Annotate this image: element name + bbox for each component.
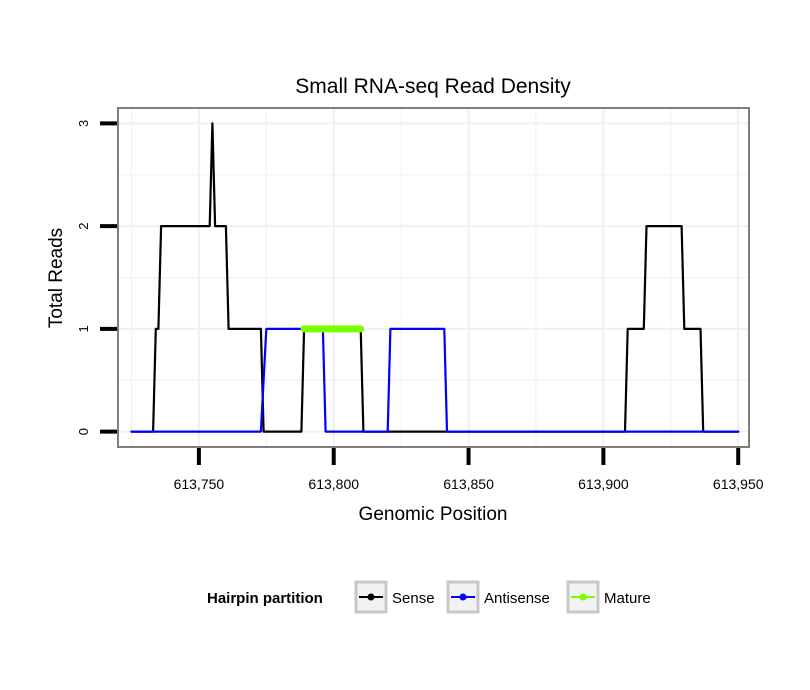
legend-label: Mature bbox=[604, 590, 651, 607]
x-tick-label: 613,900 bbox=[578, 476, 629, 492]
y-tick-label: 0 bbox=[76, 428, 91, 435]
legend-point bbox=[367, 593, 375, 601]
legend-point bbox=[579, 593, 587, 601]
x-axis-label: Genomic Position bbox=[359, 504, 508, 525]
legend: Hairpin partition Sense Antisense Mature bbox=[207, 580, 651, 614]
series-layer bbox=[130, 122, 740, 433]
y-tick-label: 1 bbox=[76, 325, 91, 332]
legend-label: Sense bbox=[392, 590, 435, 607]
x-tick-label: 613,850 bbox=[443, 476, 494, 492]
x-tick-label: 613,950 bbox=[713, 476, 764, 492]
x-tick-label: 613,800 bbox=[308, 476, 359, 492]
y-tick-label: 2 bbox=[76, 223, 91, 230]
x-axis: 613,750 613,800 613,850 613,900 613,950 bbox=[174, 448, 764, 492]
y-tick-label: 3 bbox=[76, 120, 91, 127]
y-axis-label: Total Reads bbox=[46, 228, 67, 328]
plot-frame bbox=[117, 107, 750, 448]
legend-point bbox=[459, 593, 467, 601]
legend-title: Hairpin partition bbox=[207, 590, 323, 607]
legend-label: Antisense bbox=[484, 590, 550, 607]
series-line-antisense bbox=[130, 327, 740, 433]
chart-title: Small RNA-seq Read Density bbox=[295, 75, 571, 98]
y-axis: 0 1 2 3 bbox=[76, 120, 117, 435]
x-tick-label: 613,750 bbox=[174, 476, 225, 492]
